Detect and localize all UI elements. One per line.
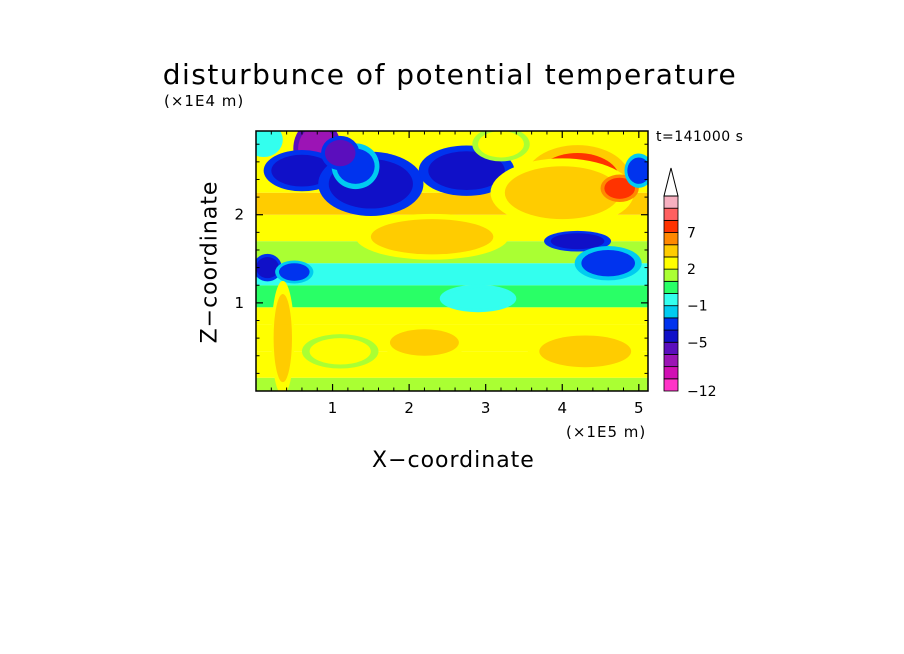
colorbar-swatch [663,207,679,221]
contour-feature [256,131,279,154]
x-tick-label: 5 [634,399,644,417]
colorbar-swatch [663,280,679,294]
colorbar-label: 2 [687,262,696,278]
colorbar-swatch [663,354,679,368]
field-band [256,307,648,325]
x-tick-label: 2 [404,399,414,417]
time-label: t=141000 s [656,129,744,145]
colorbar-swatch [663,232,679,246]
contour-feature [309,338,371,365]
z-axis-unit: (×1E4 m) [164,92,245,110]
contour-feature [389,329,459,356]
field-band [256,377,648,391]
colorbar-swatch [663,366,679,380]
x-axis-label: X−coordinate [372,448,535,473]
contour-feature [370,219,494,255]
chart-title: disturbunce of potential temperature [162,58,738,91]
colorbar-swatch [663,341,679,355]
x-tick-label: 3 [481,399,491,417]
contour-feature [273,294,292,383]
x-axis-unit: (×1E5 m) [566,423,647,441]
colorbar-extend-triangle [663,167,679,197]
contour-feature [604,177,635,199]
colorbar-swatch [663,378,679,392]
z-tick-label: 2 [234,206,244,224]
z-tick-label: 1 [234,294,244,312]
contour-feature [447,287,509,310]
colorbar-swatch [663,317,679,331]
contour-feature [324,139,356,167]
contour-feature [271,154,333,187]
colorbar-label: 7 [687,226,696,242]
colorbar-label: −1 [687,299,708,315]
contour-feature [256,257,279,279]
colorbar-label: −5 [687,335,708,351]
plot-frame [255,130,649,392]
colorbar-swatch [663,329,679,343]
colorbar-swatch [663,219,679,233]
colorbar-swatch [663,293,679,307]
plot-axes: 1 2 3 4 5 1 2 [234,130,649,417]
contour-feature [478,131,524,158]
colorbar-swatch [663,244,679,258]
colorbar-swatch [663,305,679,319]
colorbar-swatch [663,256,679,270]
contour-feature [550,233,605,250]
contour-feature [627,157,648,184]
x-tick-label: 4 [557,399,567,417]
contour-feature [428,151,505,191]
x-tick-label: 1 [328,399,338,417]
contour-feature [581,249,635,277]
colorbar-swatch [663,268,679,282]
colorbar: −12−5−127 [663,167,717,400]
field-band [256,263,648,286]
contour-feature [539,335,632,368]
contour-feature [504,166,620,220]
contour-field [256,131,648,391]
colorbar-swatch [663,195,679,209]
colorbar-label: −12 [687,384,717,400]
contour-feature [278,263,310,281]
